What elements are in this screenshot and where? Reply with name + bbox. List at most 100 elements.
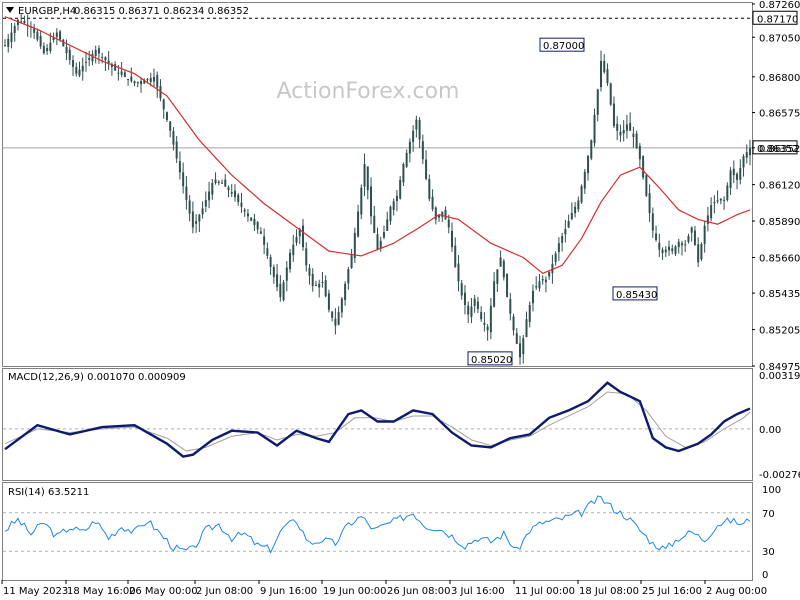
candle-body <box>457 263 460 282</box>
candle-body <box>298 228 301 237</box>
rsi-y-axis: 100 70 30 0 <box>762 485 781 581</box>
candle-body <box>684 244 687 246</box>
candle-body <box>360 187 363 215</box>
rsi-lines <box>3 495 752 554</box>
candle-body <box>331 311 334 318</box>
macd-lines <box>3 381 752 458</box>
candle-body <box>165 112 168 120</box>
candle-body <box>120 71 123 75</box>
price-tick-label: 0.84975 <box>759 362 800 373</box>
candle-body <box>253 218 256 226</box>
candle-body <box>609 83 612 105</box>
candle-body <box>506 273 509 298</box>
candle-body <box>493 281 496 307</box>
candle-body <box>123 72 126 77</box>
price-annotation-label: 0.87000 <box>543 41 584 52</box>
candle-body <box>127 78 130 80</box>
candle-body <box>33 28 36 33</box>
macd-tick-label: 0.00 <box>759 425 781 436</box>
candle-body <box>451 230 453 248</box>
candle-body <box>55 32 58 37</box>
candle-body <box>211 183 214 195</box>
candle-body <box>227 187 230 191</box>
candle-body <box>736 173 739 180</box>
candle-body <box>742 156 745 168</box>
candle-body <box>185 186 188 200</box>
candle-body <box>648 193 651 214</box>
candle-body <box>250 217 253 221</box>
candle-body <box>379 240 382 249</box>
candle-body <box>528 305 531 322</box>
rsi-line <box>4 495 751 554</box>
candle-body <box>726 185 729 200</box>
candle-body <box>97 48 100 54</box>
candle-body <box>49 42 52 52</box>
price-tick-label: 0.85660 <box>759 253 800 264</box>
candle-body <box>224 179 227 187</box>
ohlc-label: 0.86315 0.86371 0.86234 0.86352 <box>74 6 249 17</box>
candle-body <box>418 119 421 140</box>
candle-body <box>535 285 538 288</box>
candle-body <box>46 47 49 52</box>
candle-body <box>237 194 240 203</box>
candle-body <box>321 282 324 284</box>
candle-body <box>289 252 292 270</box>
candle-body <box>710 205 713 219</box>
candle-body <box>642 156 645 178</box>
candle-body <box>344 283 347 301</box>
candle-body <box>10 32 13 42</box>
candle-body <box>632 133 635 138</box>
candle-body <box>723 199 726 201</box>
candle-body <box>305 248 308 266</box>
price-tick-label: 0.85890 <box>759 217 800 228</box>
candle-body <box>94 49 97 56</box>
price-tick-label: 0.87260 <box>759 0 800 11</box>
candle-body <box>463 292 466 306</box>
candle-body <box>311 273 314 286</box>
candle-body <box>658 242 661 250</box>
candle-body <box>389 206 392 222</box>
candle-body <box>655 233 658 241</box>
candle-body <box>480 311 483 320</box>
candle-body <box>208 191 211 201</box>
moving-average-line <box>4 16 751 275</box>
candle-body <box>525 319 528 338</box>
candle-body <box>489 305 492 333</box>
candle-body <box>136 82 139 84</box>
price-annotation-box <box>539 37 585 52</box>
candle-body <box>259 231 262 234</box>
candle-body <box>88 57 91 61</box>
candle-body <box>635 133 638 149</box>
rsi-tick-label: 0 <box>762 570 768 581</box>
price-levels: 0.87170 0.86352 <box>3 10 798 155</box>
candle-body <box>350 254 353 268</box>
candle-body <box>42 46 45 54</box>
candle-body <box>593 114 596 144</box>
candle-body <box>302 225 304 248</box>
candle-body <box>240 202 243 207</box>
price-tick-label: 0.86575 <box>759 109 800 120</box>
candle-body <box>169 121 172 131</box>
candle-body <box>263 236 266 245</box>
macd-y-axis: 0.00319 0.00 -0.002769 <box>759 371 800 481</box>
candle-body <box>616 123 619 131</box>
candle-body <box>557 243 560 253</box>
candle-body <box>716 200 719 202</box>
candle-body <box>20 21 23 23</box>
candle-body <box>292 244 295 256</box>
candle-body <box>23 20 26 24</box>
candle-body <box>91 53 94 62</box>
candle-body <box>117 72 120 74</box>
candle-body <box>544 279 547 283</box>
candle-body <box>324 280 327 297</box>
candle-body <box>201 208 204 215</box>
candle-body <box>574 206 577 214</box>
candle-body <box>629 122 632 131</box>
candle-body <box>246 213 249 217</box>
candle-body <box>366 166 369 191</box>
candle-body <box>583 171 586 189</box>
candle-body <box>204 199 207 207</box>
candle-body <box>84 61 87 63</box>
rsi-tick-label: 100 <box>762 485 781 496</box>
price-annotation-label: 0.85430 <box>616 290 657 301</box>
